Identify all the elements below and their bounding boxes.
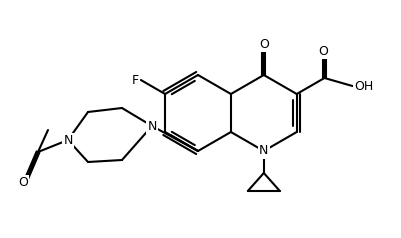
Text: O: O — [318, 45, 328, 58]
Text: O: O — [258, 38, 268, 50]
Text: OH: OH — [354, 79, 373, 93]
Text: N: N — [259, 144, 268, 158]
Text: N: N — [63, 134, 73, 147]
Text: N: N — [147, 119, 156, 133]
Text: O: O — [18, 175, 28, 188]
Text: F: F — [132, 74, 138, 86]
